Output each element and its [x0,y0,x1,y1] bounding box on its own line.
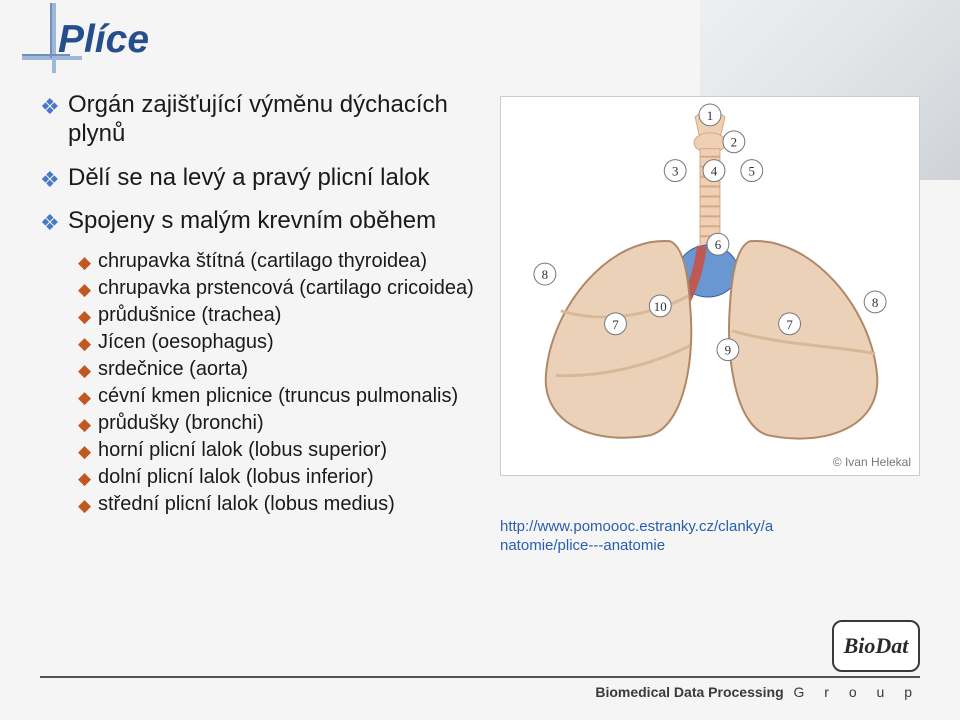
biodat-logo: BioDat [832,620,920,672]
bullet-lvl2: ◆ Jícen (oesophagus) [40,330,480,355]
diagram-label-2: 2 [723,131,745,153]
lung-left-icon [546,241,692,438]
bullet-text: Spojeny s malým krevním oběhem [68,207,436,234]
bullet-text: Jícen (oesophagus) [98,331,274,353]
diagram-label-9: 9 [717,339,739,361]
diagram-label-10: 10 [649,295,671,317]
bullet-text: chrupavka prstencová (cartilago cricoide… [98,277,474,299]
lungs-svg: 1 2 3 4 5 6 8 7 7 8 9 10 [501,97,919,475]
bullet-text: průdušnice (trachea) [98,304,281,326]
bullet-lvl1: ❖ Spojeny s malým krevním oběhem [40,206,480,235]
diamond-icon: ❖ [40,210,60,237]
diagram-label-3: 3 [664,160,686,182]
diamond-icon: ❖ [40,167,60,194]
footer-text: Biomedical Data Processing G r o u p [595,684,920,700]
content-row: ❖ Orgán zajišťující výměnu dýchacích ply… [40,90,920,556]
svg-text:8: 8 [872,295,878,310]
diagram-label-7: 7 [605,313,627,335]
bullet-lvl2: ◆ srdečnice (aorta) [40,357,480,382]
square-icon: ◆ [78,252,91,273]
bullet-lvl1: ❖ Dělí se na levý a pravý plicní lalok [40,163,480,192]
diagram-label-8: 8 [534,263,556,285]
footer-main: Biomedical Data Processing [595,684,783,700]
image-source-link[interactable]: http://www.pomoooc.estranky.cz/clanky/a … [500,518,920,556]
square-icon: ◆ [78,360,91,381]
square-icon: ◆ [78,441,91,462]
bullet-lvl2: ◆ chrupavka štítná (cartilago thyroidea) [40,249,480,274]
svg-text:5: 5 [749,164,755,179]
square-icon: ◆ [78,414,91,435]
diagram-label-4: 4 [703,160,725,182]
svg-text:10: 10 [654,299,667,314]
bullet-lvl2: ◆ průdušnice (trachea) [40,303,480,328]
square-icon: ◆ [78,306,91,327]
square-icon: ◆ [78,468,91,489]
caption-line: natomie/plice---anatomie [500,537,665,554]
diagram-label-6: 6 [707,233,729,255]
bullet-lvl2: ◆ průdušky (bronchi) [40,411,480,436]
svg-text:1: 1 [707,108,713,123]
bullet-text: Dělí se na levý a pravý plicní lalok [68,164,430,191]
svg-text:3: 3 [672,164,678,179]
title-wrap: Plíce [40,18,920,62]
bullet-text: Orgán zajišťující výměnu dýchacích plynů [68,91,448,147]
bullet-lvl2: ◆ horní plicní lalok (lobus superior) [40,438,480,463]
left-column: ❖ Orgán zajišťující výměnu dýchacích ply… [40,90,480,556]
square-icon: ◆ [78,495,91,516]
lung-right-icon [729,241,877,439]
square-icon: ◆ [78,279,91,300]
bullet-text: cévní kmen plicnice (truncus pulmonalis) [98,385,458,407]
diagram-label-8: 8 [864,291,886,313]
right-column: 1 2 3 4 5 6 8 7 7 8 9 10 © Ivan Helekal http://www.… [500,90,920,556]
bullet-text: chrupavka štítná (cartilago thyroidea) [98,250,427,272]
image-copyright: © Ivan Helekal [833,455,911,469]
square-icon: ◆ [78,387,91,408]
square-icon: ◆ [78,333,91,354]
slide: Plíce ❖ Orgán zajišťující výměnu dýchací… [0,0,960,720]
bullet-lvl1: ❖ Orgán zajišťující výměnu dýchacích ply… [40,90,480,149]
svg-text:2: 2 [731,135,737,150]
footer-divider [40,676,920,678]
svg-text:8: 8 [542,267,548,282]
svg-text:4: 4 [711,164,718,179]
bullet-lvl2: ◆ střední plicní lalok (lobus medius) [40,492,480,517]
logo-text: BioDat [844,633,909,659]
diamond-icon: ❖ [40,94,60,121]
bullet-text: horní plicní lalok (lobus superior) [98,439,387,461]
svg-text:7: 7 [786,317,793,332]
svg-text:9: 9 [725,343,731,358]
bullet-lvl2: ◆ chrupavka prstencová (cartilago cricoid… [40,276,480,301]
caption-line: http://www.pomoooc.estranky.cz/clanky/a [500,518,773,535]
bullet-text: dolní plicní lalok (lobus inferior) [98,466,374,488]
diagram-label-5: 5 [741,160,763,182]
bullet-lvl2: ◆ cévní kmen plicnice (truncus pulmonalis… [40,384,480,409]
svg-text:7: 7 [612,317,619,332]
footer: Biomedical Data Processing G r o u p [0,676,960,700]
page-title: Plíce [40,18,920,62]
diagram-label-7: 7 [779,313,801,335]
bullet-lvl2: ◆ dolní plicní lalok (lobus inferior) [40,465,480,490]
svg-text:6: 6 [715,237,722,252]
bullet-text: srdečnice (aorta) [98,358,248,380]
bullet-text: průdušky (bronchi) [98,412,264,434]
diagram-label-1: 1 [699,104,721,126]
lungs-diagram: 1 2 3 4 5 6 8 7 7 8 9 10 © Ivan Helekal [500,96,920,476]
footer-group: G r o u p [794,684,920,700]
bullet-text: střední plicní lalok (lobus medius) [98,493,395,515]
